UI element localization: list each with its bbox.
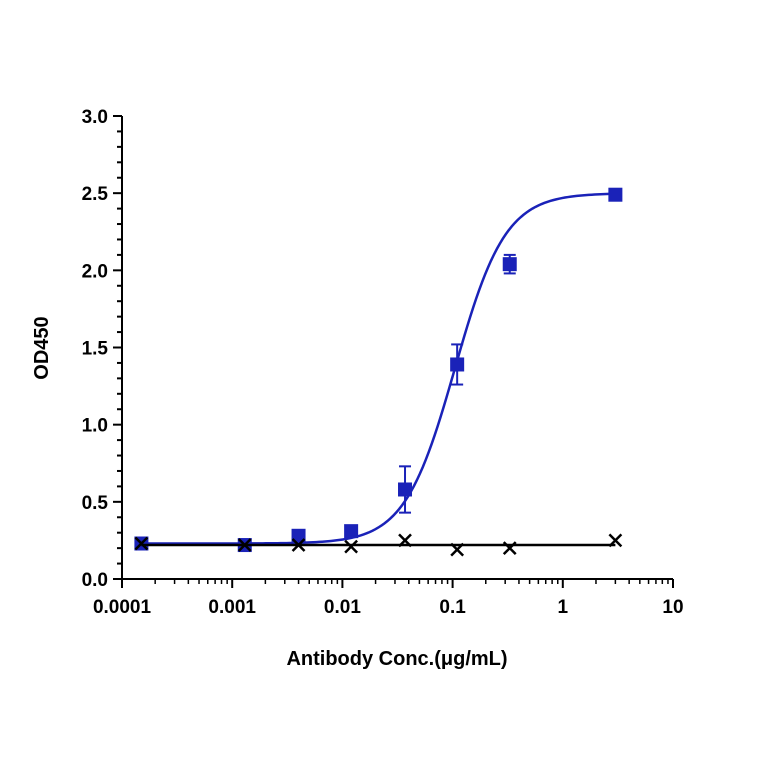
series-1 <box>134 187 623 553</box>
y-tick-label: 1.5 <box>82 339 109 360</box>
data-point-square <box>344 524 359 539</box>
x-tick-label: 0.001 <box>208 597 256 618</box>
x-tick-label: 0.1 <box>439 597 466 618</box>
x-tick-label: 0.01 <box>324 597 361 618</box>
data-point-cross <box>134 536 149 551</box>
y-tick-label: 3.0 <box>82 107 108 128</box>
series-2 <box>134 533 623 557</box>
cross-stroke <box>134 536 149 551</box>
x-tick-label: 0.0001 <box>93 597 152 618</box>
data-point-square <box>502 257 517 272</box>
cross-stroke <box>398 533 412 548</box>
data-point-square <box>291 528 306 543</box>
data-point-square <box>608 187 623 202</box>
data-point-cross <box>398 533 412 548</box>
y-tick-label: 0.5 <box>82 493 109 514</box>
axes: 0.0 0.5 1.0 1.5 2.0 2.5 3.0 0.0001 0.001 0.01 0.1 1… <box>82 107 684 618</box>
data-point-cross <box>608 533 623 548</box>
y-tick-label: 2.0 <box>82 261 108 282</box>
data-point-cross <box>344 539 359 554</box>
y-tick-label: 2.5 <box>82 184 109 205</box>
y-tick-label: 0.0 <box>82 570 108 591</box>
cross-stroke <box>608 533 623 548</box>
fit-curve-1 <box>141 192 616 545</box>
data-point-square <box>450 357 465 372</box>
data-point-cross <box>502 541 517 556</box>
y-axis-title: OD450 <box>31 316 53 379</box>
x-axis-title: Antibody Conc.(μg/mL) <box>286 648 507 670</box>
cross-stroke <box>291 538 306 552</box>
cross-stroke <box>450 542 465 557</box>
data-point-cross <box>450 542 465 557</box>
data-point-cross <box>237 538 252 552</box>
y-tick-label: 1.0 <box>82 416 108 437</box>
plot-area <box>134 187 623 557</box>
x-tick-label: 1 <box>558 597 569 618</box>
cross-stroke <box>344 539 359 554</box>
x-tick-label: 10 <box>662 597 683 618</box>
data-point-square <box>398 482 413 497</box>
cross-stroke <box>237 538 252 552</box>
cross-stroke <box>502 541 517 556</box>
data-point-cross <box>291 538 306 552</box>
